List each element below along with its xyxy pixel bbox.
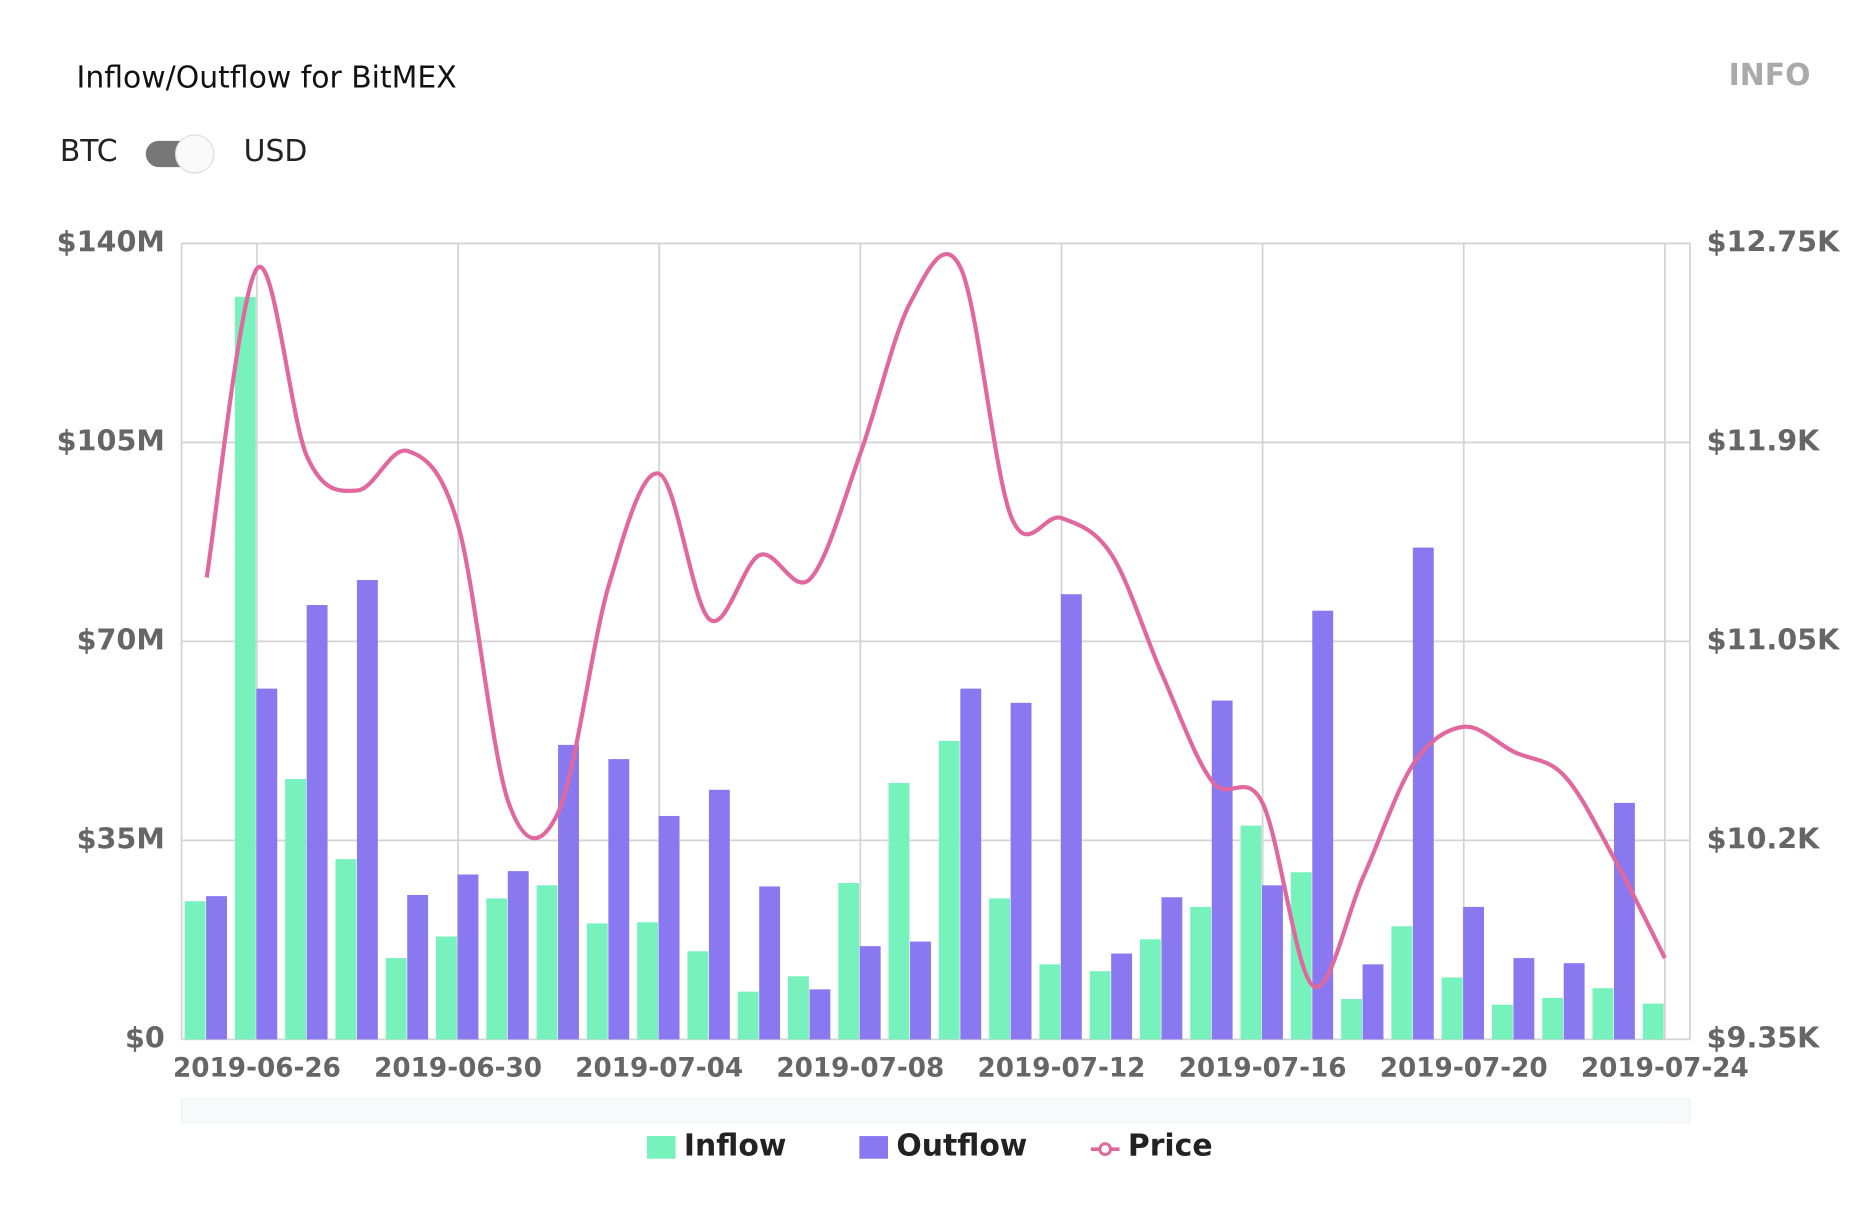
bar xyxy=(1010,702,1032,1040)
bar xyxy=(1441,977,1463,1040)
bar xyxy=(256,688,278,1040)
toggle-left-label: BTC xyxy=(60,134,118,169)
bar xyxy=(385,958,407,1040)
legend-label: Inflow xyxy=(684,1128,787,1163)
bar xyxy=(838,883,860,1040)
bar xyxy=(1592,988,1614,1040)
x-tick-label: 2019-07-20 xyxy=(1380,1054,1548,1084)
bar xyxy=(234,296,256,1040)
legend-swatch xyxy=(859,1136,889,1159)
bar xyxy=(1613,802,1635,1040)
bar xyxy=(960,688,982,1040)
bar xyxy=(1513,958,1535,1040)
y-tick-label: $105M xyxy=(57,423,165,457)
bar xyxy=(759,886,781,1040)
bar xyxy=(1362,964,1384,1040)
bar xyxy=(285,778,307,1040)
bar xyxy=(888,782,910,1040)
y-tick-label: $140M xyxy=(57,224,165,258)
y2-tick-label: $9.35K xyxy=(1707,1020,1822,1054)
x-tick-label: 2019-06-30 xyxy=(374,1054,542,1084)
bar xyxy=(608,759,630,1040)
bar xyxy=(407,894,429,1040)
bar xyxy=(658,815,680,1040)
y-tick-label: $35M xyxy=(77,821,165,855)
bar xyxy=(859,946,881,1040)
toggle-knob xyxy=(174,134,215,174)
bar xyxy=(436,936,457,1040)
bar xyxy=(558,744,579,1040)
bar xyxy=(536,885,558,1040)
bar xyxy=(910,941,931,1040)
bar xyxy=(1060,594,1082,1040)
y2-tick-label: $11.05K xyxy=(1707,622,1841,656)
info-button[interactable]: INFO xyxy=(1729,58,1811,93)
bar xyxy=(206,896,227,1040)
x-tick-label: 2019-07-08 xyxy=(776,1054,944,1084)
bar xyxy=(486,898,508,1040)
bar xyxy=(989,898,1011,1040)
y2-tick-label: $11.9K xyxy=(1707,423,1822,457)
bar xyxy=(1463,906,1485,1040)
legend-swatch xyxy=(646,1136,676,1159)
x-tick-label: 2019-07-16 xyxy=(1179,1054,1347,1084)
legend-swatch xyxy=(1098,1142,1113,1157)
x-tick-label: 2019-07-12 xyxy=(978,1054,1146,1084)
bar xyxy=(1542,997,1564,1040)
bar xyxy=(687,951,709,1040)
bar xyxy=(1111,953,1133,1040)
scrollbar[interactable] xyxy=(180,1098,1691,1124)
bar xyxy=(1563,963,1585,1040)
bar xyxy=(586,923,608,1040)
bar xyxy=(1391,926,1413,1040)
bar xyxy=(1161,897,1183,1040)
toggle-right-label: USD xyxy=(244,134,308,169)
legend-label: Price xyxy=(1128,1128,1213,1163)
bar xyxy=(1412,547,1434,1040)
bar xyxy=(1211,700,1233,1040)
bar xyxy=(1139,939,1161,1040)
bar xyxy=(1190,906,1212,1040)
bar xyxy=(637,922,659,1040)
y-tick-label: $70M xyxy=(77,622,165,656)
bar xyxy=(335,859,357,1040)
bar xyxy=(1642,1003,1664,1040)
legend-label: Outflow xyxy=(896,1128,1027,1163)
toggle-switch[interactable] xyxy=(145,134,215,174)
bar xyxy=(1089,971,1111,1040)
bar xyxy=(306,605,328,1040)
bar xyxy=(1240,825,1262,1040)
x-tick-label: 2019-06-26 xyxy=(173,1054,341,1084)
bar xyxy=(1262,885,1283,1040)
price-line xyxy=(204,252,1667,990)
bar xyxy=(1491,1004,1513,1040)
bar xyxy=(1039,964,1061,1040)
bar xyxy=(1341,999,1362,1040)
chart-title: Inflow/Outflow for BitMEX xyxy=(77,60,457,95)
bar xyxy=(184,901,206,1040)
bar xyxy=(938,740,960,1040)
bar xyxy=(1312,610,1334,1040)
y2-tick-label: $12.75K xyxy=(1707,224,1841,258)
bar xyxy=(708,789,730,1040)
bar xyxy=(737,991,759,1040)
y2-tick-label: $10.2K xyxy=(1707,821,1822,855)
bar xyxy=(507,871,529,1040)
x-tick-label: 2019-07-24 xyxy=(1581,1054,1749,1084)
bar xyxy=(457,874,479,1040)
bar xyxy=(356,580,378,1040)
bar xyxy=(809,989,831,1040)
x-tick-label: 2019-07-04 xyxy=(575,1054,743,1084)
y-tick-label: $0 xyxy=(125,1020,165,1054)
bar xyxy=(788,976,809,1040)
